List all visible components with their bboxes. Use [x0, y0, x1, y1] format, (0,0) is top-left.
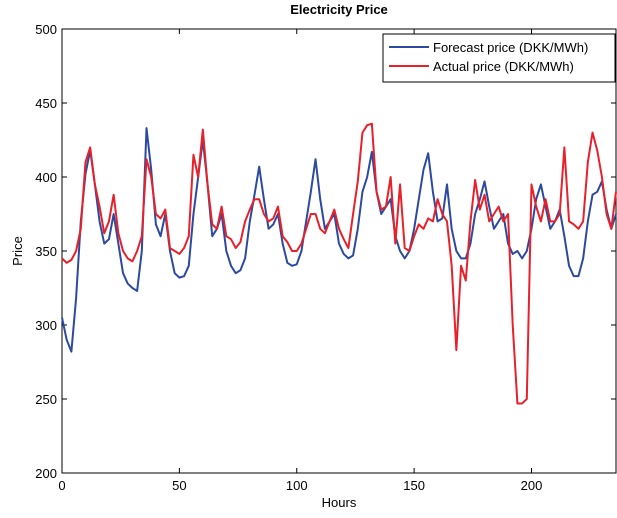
y-tick-label: 200 — [35, 466, 57, 481]
y-tick-label: 300 — [35, 318, 57, 333]
y-tick-label: 500 — [35, 22, 57, 37]
y-axis-label: Price — [10, 236, 25, 266]
legend-box — [382, 33, 616, 83]
y-tick-label: 250 — [35, 392, 57, 407]
legend-label: Forecast price (DKK/MWh) — [433, 40, 588, 55]
x-tick-label: 200 — [521, 478, 543, 493]
y-tick-label: 350 — [35, 244, 57, 259]
x-tick-label: 100 — [286, 478, 308, 493]
data-line — [61, 122, 617, 405]
legend-label: Actual price (DKK/MWh) — [433, 59, 574, 74]
data-line — [61, 127, 617, 353]
x-tick-label: 0 — [58, 478, 65, 493]
x-tick-label: 150 — [403, 478, 425, 493]
y-tick-label: 450 — [35, 96, 57, 111]
y-tick-label: 400 — [35, 170, 57, 185]
plot-frame — [61, 28, 617, 474]
chart-title: Electricity Price — [290, 2, 388, 17]
x-tick-label: 50 — [172, 478, 186, 493]
x-axis-label: Hours — [322, 495, 357, 510]
